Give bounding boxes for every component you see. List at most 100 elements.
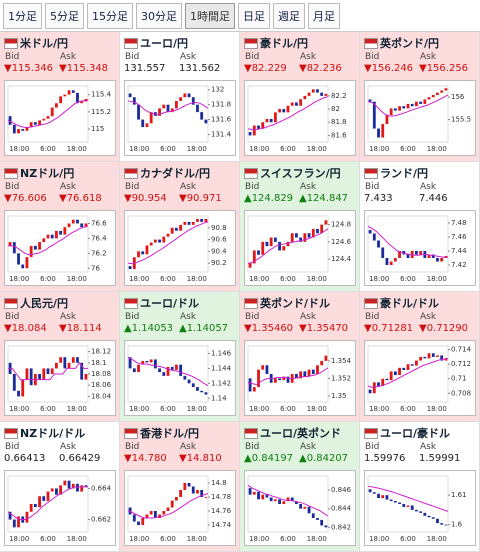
candle bbox=[179, 490, 183, 497]
candle bbox=[25, 511, 29, 523]
plot-frame bbox=[367, 345, 449, 403]
mini-chart[interactable]: 18.04 18.06 18.08 18.1 18.12 18:00 6:00 18:00 bbox=[4, 340, 116, 416]
mini-chart[interactable]: 1.14 1.142 1.144 1.146 18:00 6:00 18:00 bbox=[124, 340, 236, 416]
candle bbox=[46, 116, 50, 119]
mini-chart[interactable]: 115 115.2 115.4 18:00 6:00 18:00 bbox=[4, 80, 116, 156]
candle bbox=[307, 369, 311, 377]
flag-icon bbox=[364, 427, 378, 439]
panel-title[interactable]: 豪ドル/円 bbox=[244, 35, 308, 51]
ask-value: 131.562 bbox=[179, 63, 221, 74]
candle bbox=[71, 483, 75, 489]
panel-title[interactable]: 豪ドル/ドル bbox=[364, 295, 439, 311]
mini-chart[interactable]: 155.5 156 18:00 6:00 18:00 bbox=[364, 80, 476, 156]
mini-chart[interactable]: 14.74 14.76 14.78 14.8 18:00 6:00 18:00 bbox=[124, 470, 236, 546]
candle bbox=[63, 357, 67, 369]
candle bbox=[265, 365, 269, 374]
candle bbox=[132, 514, 136, 522]
y-tick-label: 7.46 bbox=[451, 233, 467, 241]
panel-title[interactable]: ユーロ/円 bbox=[124, 35, 188, 51]
mini-chart[interactable]: 0.708 0.71 0.712 0.714 18:00 6:00 18:00 bbox=[364, 340, 476, 416]
candle bbox=[42, 368, 46, 380]
tab[interactable]: 月足 bbox=[308, 2, 340, 29]
panel-title[interactable]: 香港ドル/円 bbox=[124, 425, 199, 441]
ask-value: ▼76.618 bbox=[59, 193, 102, 204]
candle bbox=[444, 88, 448, 91]
plot-frame bbox=[367, 85, 449, 143]
plot-frame bbox=[367, 475, 449, 533]
candle bbox=[311, 89, 315, 93]
panel-title[interactable]: ランド/円 bbox=[364, 165, 428, 181]
mini-chart[interactable]: 0.842 0.844 0.846 18:00 6:00 18:00 bbox=[244, 470, 356, 546]
candle bbox=[12, 124, 16, 134]
candle bbox=[170, 500, 174, 508]
panel-title[interactable]: スイスフラン/円 bbox=[244, 165, 341, 181]
candle bbox=[8, 511, 12, 520]
mini-chart[interactable]: 124.4 124.6 124.8 18:00 6:00 18:00 bbox=[244, 210, 356, 286]
panel-title[interactable]: ユーロ/豪ドル bbox=[364, 425, 450, 441]
mini-chart[interactable]: 81.6 81.8 82 82.2 18:00 6:00 18:00 bbox=[244, 80, 356, 156]
y-tick-label: 1.6 bbox=[451, 521, 463, 529]
candle bbox=[299, 504, 303, 509]
mini-chart[interactable]: 7.42 7.44 7.46 7.48 18:00 6:00 18:00 bbox=[364, 210, 476, 286]
x-tick-label: 6:00 bbox=[400, 405, 416, 413]
bid-label: Bid bbox=[365, 442, 380, 452]
candle bbox=[200, 218, 204, 222]
bid-label: Bid bbox=[5, 442, 20, 452]
candle bbox=[389, 261, 393, 265]
bid-value: ▲1.14053 bbox=[124, 323, 174, 334]
tab[interactable]: 1時間足 bbox=[185, 2, 235, 29]
x-tick-label: 6:00 bbox=[40, 405, 56, 413]
bid-label: Bid bbox=[125, 442, 140, 452]
ask-label: Ask bbox=[300, 182, 317, 192]
candle bbox=[71, 357, 75, 363]
candle bbox=[381, 378, 385, 386]
mini-chart[interactable]: 90.2 90.4 90.6 90.8 18:00 6:00 18:00 bbox=[124, 210, 236, 286]
candle bbox=[381, 247, 385, 258]
candle bbox=[385, 378, 389, 381]
tab[interactable]: 15分足 bbox=[87, 2, 133, 29]
rate-panel: ランド/円 Bid Ask 7.433 7.446 7.42 7.44 7.46 7.48 18:… bbox=[360, 162, 480, 292]
mini-chart[interactable]: 0.662 0.664 18:00 6:00 18:00 bbox=[4, 470, 116, 546]
candle bbox=[84, 374, 88, 380]
mini-chart[interactable]: 1.35 1.352 1.354 18:00 6:00 18:00 bbox=[244, 340, 356, 416]
candle bbox=[42, 496, 46, 501]
candle bbox=[38, 496, 41, 508]
pair-name: ユーロ/ドル bbox=[140, 297, 200, 310]
panel-title[interactable]: 米ドル/円 bbox=[4, 35, 68, 51]
panel-title[interactable]: 英ポンド/ドル bbox=[244, 295, 330, 311]
tab[interactable]: 日足 bbox=[238, 2, 270, 29]
candle bbox=[128, 266, 132, 270]
x-tick-label: 18:00 bbox=[129, 535, 149, 543]
pair-name: ユーロ/英ポンド bbox=[260, 427, 342, 440]
panel-title[interactable]: 人民元/円 bbox=[4, 295, 68, 311]
mini-chart[interactable]: 76 76.2 76.4 76.6 18:00 6:00 18:00 bbox=[4, 210, 116, 286]
panel-title[interactable]: NZドル/ドル bbox=[4, 425, 85, 441]
panel-title[interactable]: 英ポンド/円 bbox=[364, 35, 439, 51]
rate-panel: ユーロ/ドル Bid Ask ▲1.14053 ▲1.14057 1.14 1.142 1.1… bbox=[120, 292, 240, 422]
tab[interactable]: 1分足 bbox=[3, 2, 42, 29]
candle bbox=[257, 250, 260, 255]
panel-title[interactable]: カナダドル/円 bbox=[124, 165, 210, 181]
moving-average bbox=[247, 228, 329, 264]
panel-title[interactable]: ユーロ/英ポンド bbox=[244, 425, 341, 441]
mini-chart[interactable]: 131.4 131.6 131.8 132 18:00 6:00 18:00 bbox=[124, 80, 236, 156]
candle bbox=[431, 517, 435, 519]
tab[interactable]: 週足 bbox=[273, 2, 305, 29]
candle bbox=[273, 112, 277, 123]
bid-value: ▲0.84197 bbox=[244, 453, 294, 464]
x-tick-label: 6:00 bbox=[160, 145, 176, 153]
bid-label: Bid bbox=[125, 52, 140, 62]
tab[interactable]: 5分足 bbox=[45, 2, 84, 29]
y-tick-label: 0.71 bbox=[451, 375, 467, 383]
candle bbox=[257, 491, 260, 500]
moving-average bbox=[127, 356, 209, 387]
ask-value: ▼156.256 bbox=[419, 63, 469, 74]
pair-name: 英ポンド/ドル bbox=[260, 297, 331, 310]
y-tick-label: 131.4 bbox=[211, 131, 232, 139]
mini-chart[interactable]: 1.6 1.61 18:00 6:00 18:00 bbox=[364, 470, 476, 546]
candle bbox=[42, 238, 46, 243]
candle bbox=[427, 254, 431, 258]
panel-title[interactable]: ユーロ/ドル bbox=[124, 295, 199, 311]
panel-title[interactable]: NZドル/円 bbox=[4, 165, 74, 181]
tab[interactable]: 30分足 bbox=[136, 2, 182, 29]
